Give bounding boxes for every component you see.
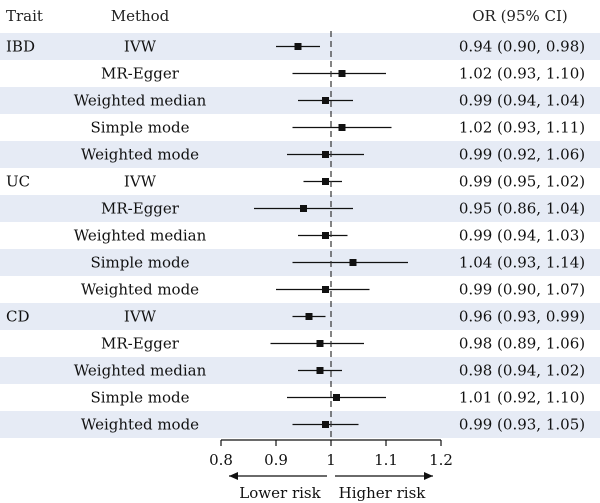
forest-row: Simple mode 1.01 (0.92, 1.10) [90, 389, 585, 407]
header-trait: Trait [6, 7, 43, 25]
point-estimate [316, 367, 324, 374]
point-estimate [338, 124, 346, 131]
method-label: MR-Egger [101, 65, 180, 83]
forest-row: Weighted median 0.99 (0.94, 1.04) [74, 92, 585, 110]
method-label: Weighted mode [81, 281, 199, 299]
forest-row: Simple mode 1.04 (0.93, 1.14) [90, 254, 585, 272]
or-ci-value: 0.99 (0.90, 1.07) [459, 281, 585, 299]
forest-row: Weighted mode 0.99 (0.92, 1.06) [81, 146, 585, 164]
point-estimate [322, 178, 329, 185]
method-label: Weighted median [74, 92, 207, 110]
method-label: Simple mode [90, 119, 189, 137]
tick-label: 1.1 [374, 451, 398, 469]
method-label: MR-Egger [101, 335, 180, 353]
forest-row: UC IVW 0.99 (0.95, 1.02) [6, 173, 585, 191]
point-estimate [300, 205, 307, 212]
or-ci-value: 0.99 (0.93, 1.05) [459, 416, 585, 434]
forest-row: MR-Egger 1.02 (0.93, 1.10) [101, 65, 585, 83]
or-ci-value: 0.99 (0.92, 1.06) [459, 146, 585, 164]
trait-label: IBD [6, 38, 35, 56]
forest-row: MR-Egger 0.95 (0.86, 1.04) [101, 200, 585, 218]
or-ci-value: 0.94 (0.90, 0.98) [459, 38, 585, 56]
point-estimate [322, 151, 329, 158]
tick-label: 0.9 [264, 451, 288, 469]
forest-row: IBD IVW 0.94 (0.90, 0.98) [6, 38, 585, 56]
forest-row: Weighted mode 0.99 (0.90, 1.07) [81, 281, 585, 299]
point-estimate [322, 421, 329, 428]
method-label: IVW [124, 308, 157, 326]
tick-label: 1 [326, 451, 336, 469]
or-ci-value: 1.02 (0.93, 1.11) [459, 119, 585, 137]
or-ci-value: 0.99 (0.94, 1.04) [459, 92, 585, 110]
or-ci-value: 1.01 (0.92, 1.10) [459, 389, 585, 407]
higher-risk-label: Higher risk [339, 484, 427, 502]
trait-label: UC [6, 173, 30, 191]
point-estimate [294, 43, 302, 50]
x-axis: 0.8 0.9 1 1.1 1.2 [209, 439, 453, 469]
method-label: Weighted median [74, 227, 207, 245]
point-estimate [316, 340, 324, 347]
or-ci-value: 1.04 (0.93, 1.14) [459, 254, 585, 272]
method-label: Weighted mode [81, 146, 199, 164]
or-ci-value: 1.02 (0.93, 1.10) [459, 65, 585, 83]
point-estimate [322, 286, 329, 293]
forest-row: Weighted median 0.99 (0.94, 1.03) [74, 227, 585, 245]
forest-row: MR-Egger 0.98 (0.89, 1.06) [101, 335, 585, 353]
or-ci-value: 0.99 (0.95, 1.02) [459, 173, 585, 191]
method-label: IVW [124, 173, 157, 191]
method-label: Weighted median [74, 362, 207, 380]
point-estimate [333, 394, 340, 401]
forest-row: Simple mode 1.02 (0.93, 1.11) [90, 119, 585, 137]
forest-row: Weighted mode 0.99 (0.93, 1.05) [81, 416, 585, 434]
point-estimate [322, 232, 329, 239]
or-ci-value: 0.96 (0.93, 0.99) [459, 308, 585, 326]
higher-risk-arrowhead [424, 472, 433, 480]
method-label: MR-Egger [101, 200, 180, 218]
method-label: Simple mode [90, 389, 189, 407]
point-estimate [305, 313, 313, 320]
method-label: Weighted mode [81, 416, 199, 434]
or-ci-value: 0.98 (0.89, 1.06) [459, 335, 585, 353]
forest-row: Weighted median 0.98 (0.94, 1.02) [74, 362, 585, 380]
or-ci-value: 0.98 (0.94, 1.02) [459, 362, 585, 380]
method-label: Simple mode [90, 254, 189, 272]
point-estimate [349, 259, 357, 266]
point-estimate [322, 97, 329, 104]
tick-label: 1.2 [429, 451, 453, 469]
or-ci-value: 0.99 (0.94, 1.03) [459, 227, 585, 245]
point-estimate [338, 70, 346, 77]
tick-label: 0.8 [209, 451, 233, 469]
or-ci-value: 0.95 (0.86, 1.04) [459, 200, 585, 218]
trait-label: CD [6, 308, 30, 326]
header-method: Method [111, 7, 170, 25]
forest-rows: IBD IVW 0.94 (0.90, 0.98) MR-Egger 1.02 (0.9… [6, 38, 585, 434]
lower-risk-label: Lower risk [239, 484, 321, 502]
risk-direction: Lower risk Higher risk [229, 472, 433, 502]
lower-risk-arrowhead [229, 472, 238, 480]
method-label: IVW [124, 38, 157, 56]
header-or: OR (95% CI) [472, 7, 568, 25]
forest-row: CD IVW 0.96 (0.93, 0.99) [6, 308, 585, 326]
